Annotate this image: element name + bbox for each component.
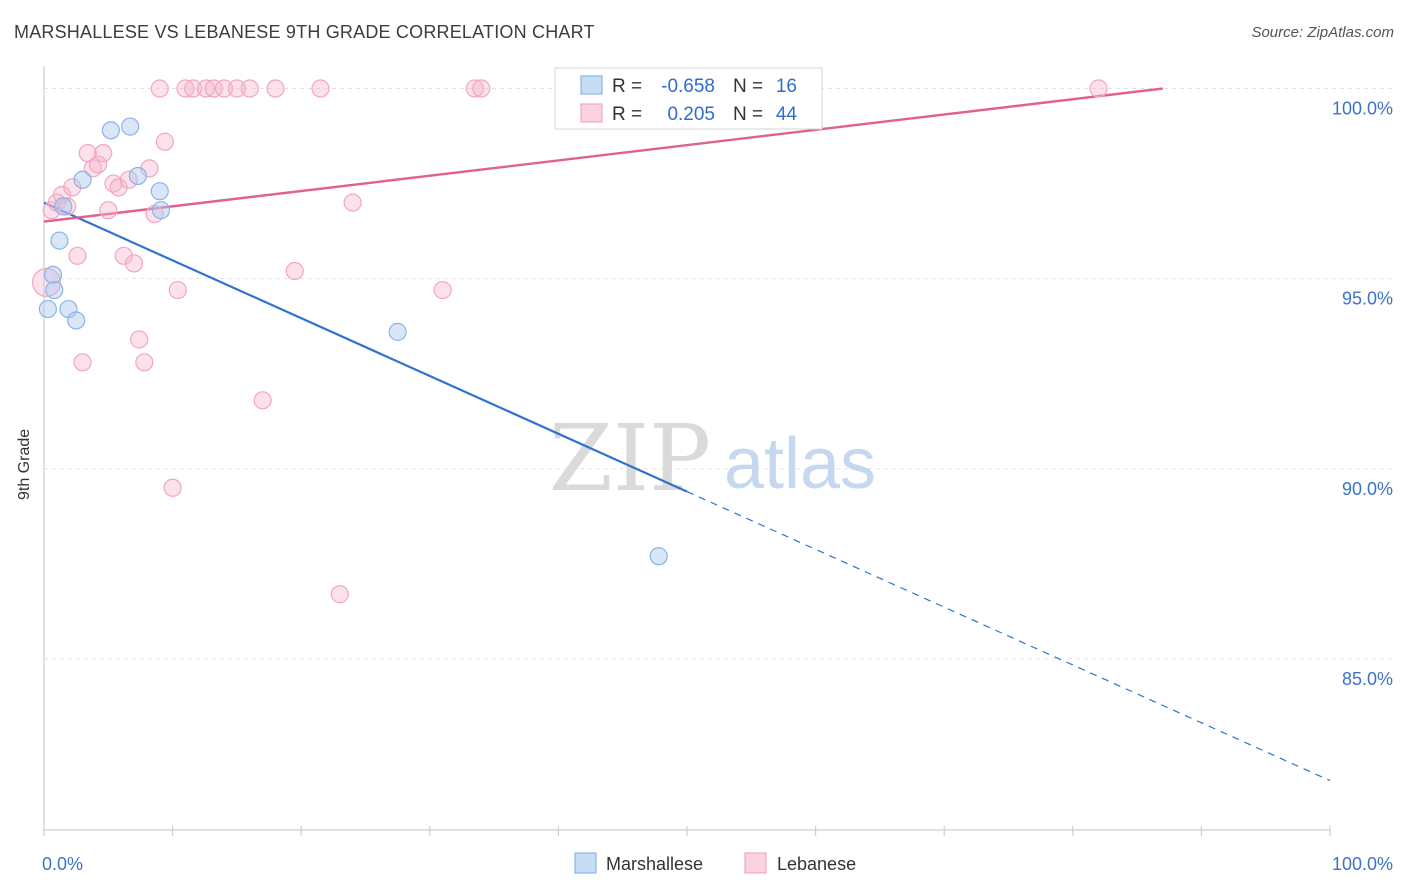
marshallese-point — [67, 311, 86, 330]
marshallese-point — [121, 117, 140, 136]
lebanese-point — [184, 79, 203, 98]
lebanese-point — [130, 330, 149, 349]
lebanese-point — [266, 79, 285, 98]
y-tick-label: 85.0% — [1342, 669, 1393, 689]
marshallese-point — [101, 121, 120, 140]
marshallese-point — [54, 197, 73, 216]
marshallese-swatch — [580, 75, 603, 95]
source-credit: Source: ZipAtlas.com — [1251, 24, 1394, 41]
lebanese-point — [285, 261, 304, 281]
lebanese-point — [176, 79, 195, 98]
lebanese-point — [99, 201, 118, 220]
marshallese-point — [38, 299, 57, 319]
marshallese-point — [50, 231, 69, 250]
trend-lines — [43, 87, 1331, 782]
marshallese-trend-line-extrapolated — [686, 491, 1331, 782]
lebanese-n-value: 44 — [776, 104, 798, 125]
axes — [43, 66, 1331, 836]
legend-lebanese-swatch — [744, 852, 767, 874]
lebanese-point — [114, 246, 133, 265]
watermark-zip: ZIP — [549, 405, 711, 512]
watermark: ZIP atlas — [549, 405, 876, 512]
lebanese-point — [472, 79, 491, 98]
marshallese-point — [45, 280, 64, 300]
lebanese-point — [88, 155, 108, 174]
series-legend: Marshallese Lebanese — [574, 852, 856, 874]
marshallese-point — [388, 322, 407, 341]
lebanese-trend-line — [43, 87, 1163, 223]
marshallese-point — [150, 182, 169, 201]
lebanese-point — [58, 197, 77, 216]
legend-marshallese-label: Marshallese — [606, 854, 703, 874]
tick-labels: 100.0% 95.0% 90.0% 85.0% 0.0% 100.0% — [42, 99, 1393, 874]
legend-marshallese-swatch — [574, 852, 597, 874]
chart-title: MARSHALLESE VS LEBANESE 9TH GRADE CORREL… — [14, 22, 595, 42]
stats-legend: R = -0.658 N = 16 R = 0.205 N = 44 — [554, 67, 823, 130]
lebanese-point — [109, 178, 128, 197]
marshallese-point — [151, 201, 171, 220]
lebanese-swatch — [580, 103, 603, 123]
lebanese-point — [1089, 79, 1108, 98]
watermark-atlas: atlas — [724, 424, 876, 504]
lebanese-point — [68, 246, 87, 265]
x-tick-label-min: 0.0% — [42, 854, 83, 874]
lebanese-point — [227, 79, 246, 98]
lebanese-point — [124, 254, 144, 273]
lebanese-point — [168, 280, 187, 300]
marshallese-point — [649, 547, 668, 566]
marshallese-n-value: 16 — [776, 76, 797, 97]
y-tick-label: 95.0% — [1342, 289, 1393, 309]
lebanese-point — [311, 79, 330, 98]
y-tick-label: 100.0% — [1332, 99, 1393, 119]
marshallese-r-value: -0.658 — [661, 76, 715, 97]
r-label-2: R = — [612, 104, 642, 125]
lebanese-point — [343, 193, 362, 212]
lebanese-point — [433, 280, 452, 300]
n-label-1: N = — [733, 76, 763, 97]
lebanese-point — [150, 79, 169, 98]
lebanese-point — [163, 478, 182, 497]
lebanese-point — [119, 170, 138, 189]
lebanese-point — [240, 79, 259, 98]
lebanese-point — [135, 353, 154, 372]
lebanese-point — [204, 79, 223, 98]
marshallese-point — [73, 170, 92, 189]
marshallese-point — [128, 166, 147, 186]
marshallese-trend-line — [43, 201, 688, 493]
r-label-1: R = — [612, 76, 642, 97]
lebanese-point — [253, 391, 272, 410]
lebanese-point — [330, 585, 349, 604]
legend-lebanese-label: Lebanese — [777, 854, 856, 874]
x-tick-label-max: 100.0% — [1332, 854, 1393, 874]
lebanese-point — [155, 132, 174, 151]
n-label-2: N = — [733, 104, 763, 125]
lebanese-point — [465, 79, 484, 98]
lebanese-point — [94, 144, 113, 163]
lebanese-point — [63, 178, 82, 197]
y-tick-label: 90.0% — [1342, 479, 1393, 499]
lebanese-point — [73, 353, 92, 372]
lebanese-point — [214, 79, 234, 98]
lebanese-r-value: 0.205 — [667, 104, 715, 125]
gridlines — [44, 88, 1395, 660]
lebanese-point — [196, 79, 216, 98]
marshallese-point — [43, 265, 63, 284]
